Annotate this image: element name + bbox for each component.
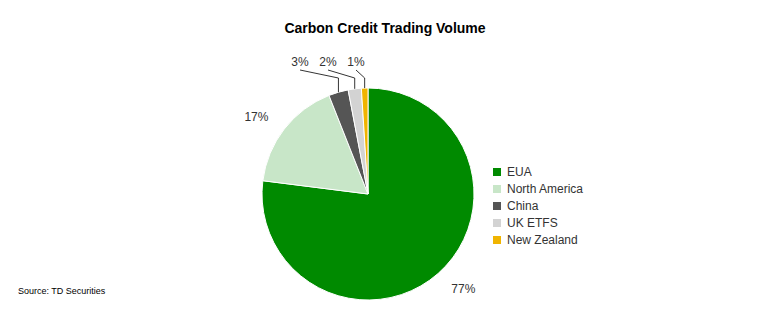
svg-text:3%: 3% (291, 55, 309, 69)
html-text:North America: North America (507, 181, 583, 196)
svg-text:77%: 77% (451, 282, 475, 296)
html-text:EUA: EUA (507, 164, 532, 179)
svg-text:2%: 2% (319, 55, 337, 69)
svg-text:17%: 17% (244, 110, 268, 124)
html-text:UK ETFS: UK ETFS (507, 215, 558, 230)
svg-text:1%: 1% (347, 55, 365, 69)
html-text:China: China (507, 198, 539, 213)
html-text:Carbon Credit Trading Volume: Carbon Credit Trading Volume (284, 20, 486, 36)
html-text:Source: TD Securities: Source: TD Securities (18, 286, 106, 296)
html-text:New Zealand: New Zealand (507, 232, 578, 247)
